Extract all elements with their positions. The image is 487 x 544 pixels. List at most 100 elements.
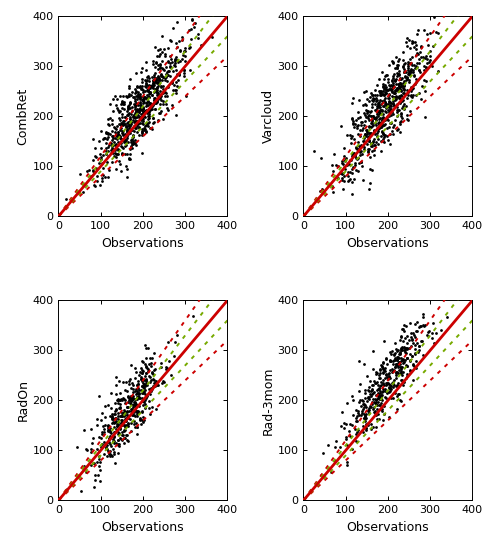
Point <box>429 42 437 51</box>
Point <box>398 375 406 384</box>
Point <box>348 421 356 429</box>
Point <box>111 149 119 157</box>
Point <box>364 421 372 429</box>
Point <box>409 360 417 368</box>
Point <box>377 403 385 412</box>
Point <box>131 135 139 144</box>
Point <box>173 18 181 27</box>
Point <box>355 166 362 175</box>
Point <box>369 90 376 99</box>
Point <box>379 369 387 378</box>
Point <box>373 106 381 115</box>
Point <box>388 378 395 387</box>
Point <box>389 130 397 139</box>
Point <box>151 84 159 93</box>
Point <box>142 83 150 91</box>
Point <box>127 126 135 134</box>
Point <box>130 130 137 139</box>
Point <box>423 30 431 39</box>
Point <box>131 394 139 403</box>
Point <box>127 98 134 107</box>
Point <box>136 115 144 123</box>
Point <box>148 403 156 411</box>
Point <box>130 132 137 140</box>
Point <box>104 444 112 453</box>
Point <box>133 104 141 113</box>
Point <box>126 398 134 407</box>
Point <box>396 127 404 136</box>
Point <box>126 394 134 403</box>
Point <box>368 119 376 127</box>
Point <box>134 105 142 114</box>
Point <box>376 106 384 115</box>
Point <box>106 114 114 122</box>
Point <box>349 99 356 108</box>
Point <box>353 412 360 421</box>
Point <box>116 132 124 140</box>
Point <box>405 343 412 352</box>
Point <box>139 103 147 112</box>
Point <box>140 112 148 121</box>
Point <box>139 110 147 119</box>
Point <box>171 57 179 66</box>
Point <box>374 119 382 128</box>
Point <box>342 435 350 443</box>
Point <box>395 70 403 79</box>
Point <box>380 121 388 129</box>
Point <box>383 380 391 388</box>
Point <box>401 67 409 76</box>
Point <box>403 354 411 362</box>
Point <box>114 417 122 426</box>
Point <box>379 387 387 395</box>
Point <box>111 152 118 160</box>
Point <box>378 362 386 370</box>
Point <box>130 110 137 119</box>
Point <box>138 407 146 416</box>
Point <box>140 380 148 388</box>
Point <box>102 444 110 453</box>
Point <box>109 132 116 140</box>
Point <box>422 52 430 60</box>
Point <box>403 86 411 95</box>
Point <box>373 132 381 140</box>
Point <box>391 351 398 360</box>
Point <box>363 107 371 115</box>
Point <box>116 126 124 135</box>
Point <box>126 75 133 83</box>
Point <box>156 93 164 102</box>
Point <box>371 146 378 154</box>
Point <box>150 70 157 79</box>
Point <box>117 98 125 107</box>
Point <box>415 59 423 67</box>
Point <box>387 357 394 366</box>
Point <box>341 156 349 164</box>
Point <box>352 115 360 124</box>
Point <box>150 118 158 126</box>
Point <box>437 325 445 334</box>
Point <box>129 388 136 397</box>
Point <box>137 420 145 429</box>
Point <box>110 436 117 445</box>
Point <box>126 154 134 163</box>
Point <box>400 59 408 68</box>
Point <box>150 79 158 88</box>
Point <box>139 379 147 387</box>
Point <box>358 162 366 170</box>
Point <box>148 82 156 90</box>
Point <box>387 119 395 128</box>
Point <box>392 95 400 103</box>
Point <box>388 365 396 374</box>
Point <box>130 127 138 135</box>
Point <box>148 125 155 133</box>
Point <box>121 416 129 425</box>
Point <box>411 345 418 354</box>
Point <box>385 387 393 396</box>
Point <box>394 106 402 114</box>
Point <box>90 459 97 467</box>
Point <box>106 100 114 108</box>
Point <box>119 144 127 152</box>
Point <box>402 37 410 46</box>
Point <box>100 425 108 434</box>
Point <box>104 422 112 431</box>
Point <box>180 65 188 74</box>
